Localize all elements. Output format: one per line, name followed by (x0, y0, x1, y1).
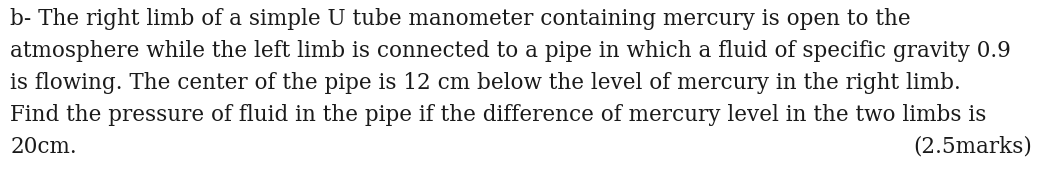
Text: atmosphere while the left limb is connected to a pipe in which a fluid of specif: atmosphere while the left limb is connec… (10, 40, 1012, 62)
Text: 20cm.: 20cm. (10, 136, 77, 158)
Text: Find the pressure of fluid in the pipe if the difference of mercury level in the: Find the pressure of fluid in the pipe i… (10, 104, 987, 126)
Text: (2.5marks): (2.5marks) (914, 136, 1033, 158)
Text: is flowing. The center of the pipe is 12 cm below the level of mercury in the ri: is flowing. The center of the pipe is 12… (10, 72, 962, 94)
Text: b- The right limb of a simple U tube manometer containing mercury is open to the: b- The right limb of a simple U tube man… (10, 8, 911, 30)
